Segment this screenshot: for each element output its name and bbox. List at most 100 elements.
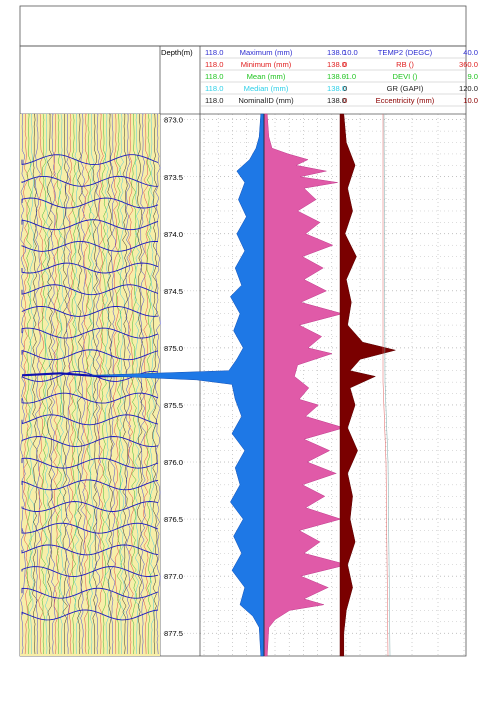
legend-row: 118.0 NominalID (mm) 138.00 Eccentricity (m… [200, 96, 478, 107]
image-trace [140, 113, 146, 654]
depth-label: 875.5 [164, 401, 183, 410]
image-trace [59, 113, 65, 655]
legend-left-value: 0 [343, 60, 347, 69]
legend-left-value: 10.0 [343, 48, 358, 57]
image-trace [137, 113, 143, 655]
image-trace [155, 113, 161, 655]
legend-curve-name: TEMP2 (DEGC) [378, 48, 433, 57]
caliper-track [91, 113, 466, 657]
rb-curve [382, 114, 389, 657]
legend-right-value: 120.0 [459, 84, 478, 93]
depth-label: 874.0 [164, 230, 183, 239]
image-trace [125, 113, 131, 655]
image-feature [21, 436, 159, 447]
image-trace [83, 113, 89, 655]
image-trace [89, 113, 95, 655]
image-trace [143, 113, 149, 655]
log-header: Depth(m) 118.0 Maximum (mm) 138.010.0 TEMP2… [20, 46, 478, 656]
legend-right-value: 10.0 [463, 96, 478, 105]
legend-right-value: 138.0 [327, 60, 346, 69]
image-feature [21, 501, 159, 512]
depth-label: 876.0 [164, 458, 183, 467]
image-feature [21, 587, 159, 599]
legend-row: 118.0 Median (mm) 138.00 GR (GAPI) 120.0 [200, 84, 478, 95]
image-feature [21, 349, 159, 361]
image-feature [21, 197, 159, 209]
depth-track: 873.0 873.5 874.0 874.5 875.0 875.5 876.0 876.5… [160, 116, 200, 638]
legend-curve-name: Eccentricity (mm) [376, 96, 435, 105]
image-trace [128, 113, 134, 655]
image-trace [47, 113, 53, 655]
image-feature [21, 392, 159, 404]
legend-curve-name: Minimum (mm) [241, 60, 292, 69]
depth-header: Depth(m) [161, 48, 193, 57]
legend-row: 118.0 Maximum (mm) 138.010.0 TEMP2 (DEGC) 40… [200, 48, 478, 59]
image-feature [21, 609, 159, 621]
image-trace [71, 113, 77, 655]
image-feature [21, 262, 159, 274]
image-feature [21, 327, 159, 339]
borehole-image-track [20, 113, 161, 656]
legend-curve-name: GR (GAPI) [387, 84, 424, 93]
legend-left-value: 0 [343, 96, 347, 105]
image-trace [62, 113, 68, 655]
eccentricity-curve [339, 113, 396, 657]
legend-right-value: 138.0 [327, 72, 346, 81]
image-trace [146, 113, 152, 655]
image-feature [21, 479, 159, 491]
legend-curve-name: RB () [396, 60, 414, 69]
depth-label: 875.0 [164, 344, 183, 353]
image-trace [56, 113, 62, 655]
image-feature [21, 522, 159, 534]
legend-curve-name: Maximum (mm) [240, 48, 293, 57]
legend-curve-name: Median (mm) [244, 84, 289, 93]
legend-left-value: 118.0 [205, 48, 223, 57]
curves [91, 113, 396, 657]
curve-legend: 118.0 Maximum (mm) 138.010.0 TEMP2 (DEGC) 40… [200, 48, 478, 107]
image-trace [122, 113, 128, 655]
legend-row: 118.0 Mean (mm) 138.0-1.0 DEVI () 9.0 [200, 72, 478, 83]
image-feature [21, 284, 159, 296]
image-trace [131, 113, 137, 655]
image-feature [21, 544, 159, 556]
legend-right-value: 9.0 [467, 72, 478, 81]
image-trace [29, 113, 35, 654]
depth-label: 877.5 [164, 629, 183, 638]
legend-curve-name: NominalID (mm) [238, 96, 294, 105]
legend-right-value: 138.0 [327, 48, 346, 57]
image-trace [65, 113, 71, 654]
image-trace [101, 113, 107, 655]
image-trace [26, 113, 32, 655]
legend-left-value: 118.0 [205, 96, 223, 105]
image-feature [21, 414, 159, 426]
image-trace [86, 113, 92, 655]
legend-right-value: 138.0 [327, 96, 346, 105]
image-feature [21, 457, 159, 469]
legend-curve-name: DEVI () [393, 72, 418, 81]
legend-right-value: 138.0 [327, 84, 346, 93]
legend-left-value: 118.0 [205, 72, 223, 81]
depth-label: 874.5 [164, 287, 183, 296]
image-feature [21, 219, 159, 231]
depth-label: 877.0 [164, 572, 183, 581]
legend-row: 118.0 Minimum (mm) 138.00 RB () 360.0 [200, 60, 478, 71]
image-feature [21, 305, 159, 317]
legend-left-value: -1.0 [343, 72, 356, 81]
legend-left-value: 118.0 [205, 60, 223, 69]
devi-curve [383, 113, 391, 657]
image-trace [134, 113, 140, 654]
maximum-curve [263, 113, 348, 657]
minimum-curve [91, 113, 265, 657]
depth-label: 873.5 [164, 173, 183, 182]
image-trace [74, 113, 80, 655]
image-feature [21, 175, 159, 187]
title-box [19, 5, 467, 47]
legend-curve-name: Mean (mm) [247, 72, 286, 81]
image-feature [21, 240, 159, 252]
depth-label: 873.0 [164, 116, 183, 125]
legend-right-value: 40.0 [463, 48, 478, 57]
depth-label: 876.5 [164, 515, 183, 524]
legend-right-value: 360.0 [459, 60, 478, 69]
image-feature [21, 566, 159, 578]
legend-left-value: 0 [343, 84, 347, 93]
